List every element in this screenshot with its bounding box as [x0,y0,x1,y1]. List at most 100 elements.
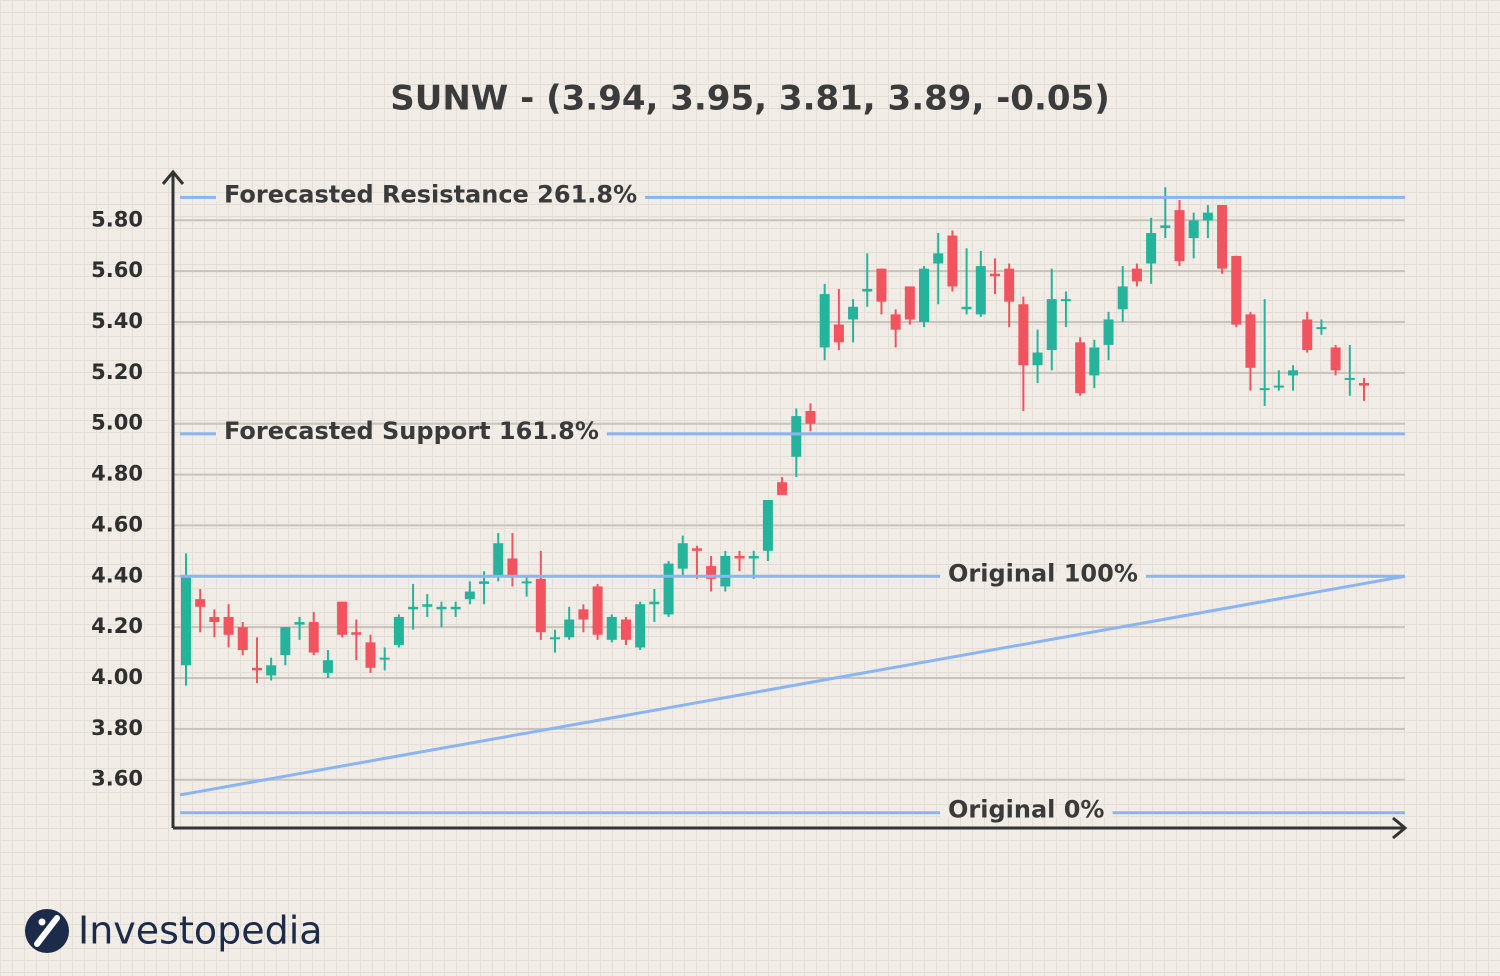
candle-body [620,619,631,640]
candle-body [251,667,262,671]
candle-body [904,286,915,320]
candle-body [266,665,277,676]
candle-body [791,416,802,457]
level-label-bg [216,193,646,202]
candle-body [1103,319,1114,345]
candle-body [606,616,617,640]
candle-body [848,306,859,320]
logo: Investopedia [25,909,323,953]
candle-body [237,627,248,651]
trend-line [179,574,1406,797]
candle-body [961,306,972,310]
candle-body [1117,286,1128,310]
y-tick-label: 4.20 [91,614,143,638]
y-tick-label: 3.60 [91,767,143,791]
y-tick-label: 5.40 [91,309,143,333]
candle-body [450,606,461,610]
y-tick-label: 5.60 [91,258,143,282]
candle-body [819,294,830,348]
y-tick-label: 4.40 [91,563,143,587]
y-tick-label: 4.80 [91,462,143,486]
level: Forecasted Support 161.8% [180,417,1405,445]
level-label-bg [940,808,1113,817]
candle-body [223,616,234,635]
candle-body [1316,327,1327,330]
candle-body [521,581,532,584]
candle-body [1131,268,1142,282]
candle-body [1018,304,1029,366]
candle-body [1302,319,1313,350]
candle-body [535,578,546,633]
candle-body [195,599,206,607]
y-tick-label: 5.00 [91,411,143,435]
candle-body [564,619,575,638]
chart-title: SUNW - (3.94, 3.95, 3.81, 3.89, -0.05) [390,79,1109,119]
candle-body [1273,385,1284,388]
candle-body [294,622,305,625]
candle-body [1259,388,1270,391]
brand: Investopedia [78,909,323,953]
level: Original 100% [180,559,1405,587]
candle-body [280,627,291,656]
candle-body [1004,268,1015,302]
candle-body [649,601,660,605]
candle-body [436,606,447,610]
candle-body [833,324,844,343]
candle-body [592,586,603,635]
level-label: Forecasted Support 161.8% [224,417,599,445]
candle-body [1288,370,1299,376]
candle-body [181,576,191,666]
candle-body [308,622,319,653]
candle-body [1217,205,1228,269]
logo-stroke [34,915,60,947]
candle-body [975,266,986,315]
candle-body [365,642,376,668]
candle-body [1160,225,1171,228]
candle-body [1344,377,1355,380]
candle-body [1032,352,1043,366]
candle-body [1359,383,1369,386]
candle-body [337,601,348,635]
candle-body [635,604,646,648]
candle-body [408,606,419,610]
candle-body [890,314,901,330]
candle-body [351,632,362,635]
candle-body [862,288,873,292]
candle-body [1231,255,1242,325]
candle-body [1146,233,1157,264]
candle-body [1075,342,1086,394]
candle-body [493,543,504,577]
candle-body [1202,212,1213,221]
candle-body [1245,314,1256,368]
x-axis [173,816,1408,840]
candle-body [1174,210,1185,261]
y-tick-label: 4.60 [91,512,143,536]
candle-body [919,268,930,323]
candle-body [933,253,944,264]
candle-body [720,555,731,587]
level: Original 0% [180,796,1405,824]
level-label: Forecasted Resistance 261.8% [224,180,637,208]
level: Forecasted Resistance 261.8% [180,180,1405,208]
candle-body [677,543,688,569]
level-label-bg [216,429,607,438]
candle-body [578,609,589,620]
level-label: Original 0% [948,796,1104,824]
level-label-bg [940,572,1146,581]
candle-body [748,555,759,559]
candle-body [479,581,490,584]
candle-body [379,657,390,660]
candle-body [947,235,958,287]
candle-body [1188,220,1199,239]
candle-body [762,500,773,551]
candle-body [393,616,404,645]
candle-body [1060,299,1071,302]
candle-body [876,268,887,302]
candle-body [663,563,674,615]
y-tick-label: 5.80 [91,207,143,231]
candle-body [1330,347,1341,371]
candle-body [322,660,333,673]
candle-body [734,555,745,559]
y-axis [161,169,185,828]
logo-dot [38,918,46,926]
